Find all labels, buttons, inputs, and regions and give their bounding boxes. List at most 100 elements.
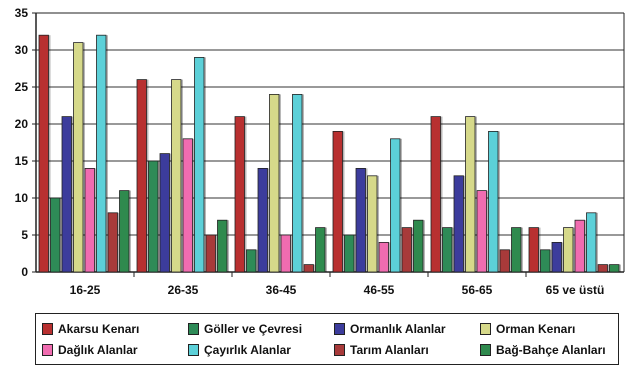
bar-side bbox=[606, 264, 610, 272]
bar-side bbox=[82, 42, 85, 272]
bar-side bbox=[289, 235, 293, 272]
bar-side bbox=[47, 35, 51, 273]
bar-side bbox=[203, 57, 206, 273]
bar-da-l-k-alanlar bbox=[280, 234, 291, 273]
bar-side bbox=[214, 235, 218, 272]
y-tick-label: 30 bbox=[15, 43, 29, 57]
bar-da-l-k-alanlar bbox=[476, 190, 487, 273]
y-tick-label: 0 bbox=[21, 265, 28, 279]
x-tick-label: 26-35 bbox=[168, 283, 199, 297]
bar-g-ller-ve-evresi bbox=[540, 249, 551, 273]
legend-item-orman-kenari: Orman Kenarı bbox=[480, 320, 575, 338]
bar-ormanl-k-alanlar bbox=[159, 153, 170, 273]
bar-side bbox=[278, 94, 281, 273]
y-tick-label: 5 bbox=[21, 228, 28, 242]
bar-akarsu-kenar- bbox=[136, 79, 147, 273]
bar-side bbox=[560, 242, 564, 272]
bar--ay-rl-k-alanlar bbox=[194, 57, 205, 273]
y-tick-label: 35 bbox=[15, 6, 29, 20]
legend-label: Ormanlık Alanlar bbox=[350, 322, 446, 336]
bar-side bbox=[255, 249, 258, 272]
legend-item-tarim-alanlari: Tarım Alanları bbox=[334, 341, 429, 359]
legend-swatch-akarsu-kenari bbox=[42, 323, 53, 335]
bar-tar-m-alanlar- bbox=[107, 212, 118, 273]
bar-side bbox=[485, 190, 489, 272]
x-tick-label: 65 ve üstü bbox=[546, 283, 605, 297]
bar-side bbox=[583, 220, 587, 272]
legend-swatch-bag-bahce-alanlari bbox=[480, 344, 491, 356]
bar-side bbox=[353, 235, 356, 272]
bar--ay-rl-k-alanlar bbox=[488, 130, 499, 273]
legend-item-cayirlik-alanlar: Çayırlık Alanlar bbox=[188, 341, 291, 359]
bar-da-l-k-alanlar bbox=[378, 241, 389, 273]
bar-side bbox=[70, 116, 74, 272]
bar-side bbox=[105, 35, 108, 273]
bar-akarsu-kenar- bbox=[528, 227, 539, 273]
bar-orman-kenar- bbox=[269, 94, 280, 273]
bar-akarsu-kenar- bbox=[234, 116, 245, 273]
bar-ba-bah-e-alanlar- bbox=[511, 227, 522, 273]
bar-side bbox=[537, 227, 541, 272]
bar-g-ller-ve-evresi bbox=[246, 249, 257, 273]
bar-ba-bah-e-alanlar- bbox=[119, 190, 130, 273]
bar-orman-kenar- bbox=[563, 227, 574, 273]
bar--ay-rl-k-alanlar bbox=[586, 212, 597, 273]
bar-da-l-k-alanlar bbox=[574, 219, 585, 273]
bar-side bbox=[422, 220, 425, 272]
bar-side bbox=[191, 138, 195, 272]
legend-item-daglik-alanlar: Dağlık Alanlar bbox=[42, 341, 138, 359]
bar-side bbox=[508, 249, 512, 272]
bar-ba-bah-e-alanlar- bbox=[413, 219, 424, 273]
bar-ormanl-k-alanlar bbox=[355, 167, 366, 273]
bar-side bbox=[145, 79, 149, 272]
bar-akarsu-kenar- bbox=[430, 116, 441, 273]
x-tick-label: 16-25 bbox=[70, 283, 101, 297]
bar-side bbox=[341, 131, 345, 272]
bar-side bbox=[387, 242, 391, 272]
bar-tar-m-alanlar- bbox=[499, 249, 510, 273]
bar-side bbox=[497, 131, 500, 272]
legend-label: Göller ve Çevresi bbox=[204, 322, 303, 336]
bar-side bbox=[474, 116, 477, 272]
bar-side bbox=[439, 116, 443, 272]
bar--ay-rl-k-alanlar bbox=[292, 94, 303, 273]
bar-chart: 0 5 10 15 20 25 30 35 16-25 26-35 36-45 46-55 56-65 6… bbox=[15, 6, 625, 297]
y-tick-label: 20 bbox=[15, 117, 29, 131]
bar-akarsu-kenar- bbox=[38, 34, 49, 273]
bar-tar-m-alanlar- bbox=[205, 234, 216, 273]
bar-ba-bah-e-alanlar- bbox=[217, 219, 228, 273]
legend-swatch-cayirlik-alanlar bbox=[188, 344, 199, 356]
legend-item-goller-ve-cevresi: Göller ve Çevresi bbox=[188, 320, 302, 338]
bar-side bbox=[572, 227, 575, 272]
bar-side bbox=[301, 94, 304, 273]
legend-label: Dağlık Alanlar bbox=[58, 343, 138, 357]
bar-g-ller-ve-evresi bbox=[148, 160, 159, 273]
bar-side bbox=[243, 116, 247, 272]
bar-da-l-k-alanlar bbox=[182, 138, 193, 273]
bar-ba-bah-e-alanlar- bbox=[609, 264, 620, 273]
bar-side bbox=[128, 190, 131, 272]
bar-side bbox=[168, 153, 172, 272]
bar-ormanl-k-alanlar bbox=[61, 116, 72, 273]
legend-label: Çayırlık Alanlar bbox=[204, 343, 291, 357]
bar-orman-kenar- bbox=[73, 42, 84, 273]
x-tick-label: 46-55 bbox=[364, 283, 395, 297]
bar-g-ller-ve-evresi bbox=[50, 197, 61, 273]
bar-side bbox=[410, 227, 414, 272]
legend-swatch-orman-kenari bbox=[480, 323, 491, 335]
x-tick-label: 56-65 bbox=[462, 283, 493, 297]
legend-swatch-goller-ve-cevresi bbox=[188, 323, 199, 335]
legend-swatch-ormanlik-alanlar bbox=[334, 323, 345, 335]
bar-akarsu-kenar- bbox=[332, 130, 343, 273]
bar-ba-bah-e-alanlar- bbox=[315, 227, 326, 273]
bar-orman-kenar- bbox=[465, 116, 476, 273]
bar-side bbox=[157, 161, 160, 272]
bar-ormanl-k-alanlar bbox=[453, 175, 464, 273]
legend-label: Tarım Alanları bbox=[350, 343, 429, 357]
bar-side bbox=[93, 168, 97, 272]
y-tick-label: 25 bbox=[15, 80, 29, 94]
bar--ay-rl-k-alanlar bbox=[390, 138, 401, 273]
bar-side bbox=[226, 220, 229, 272]
bar-side bbox=[266, 168, 270, 272]
legend-label: Orman Kenarı bbox=[496, 322, 576, 336]
